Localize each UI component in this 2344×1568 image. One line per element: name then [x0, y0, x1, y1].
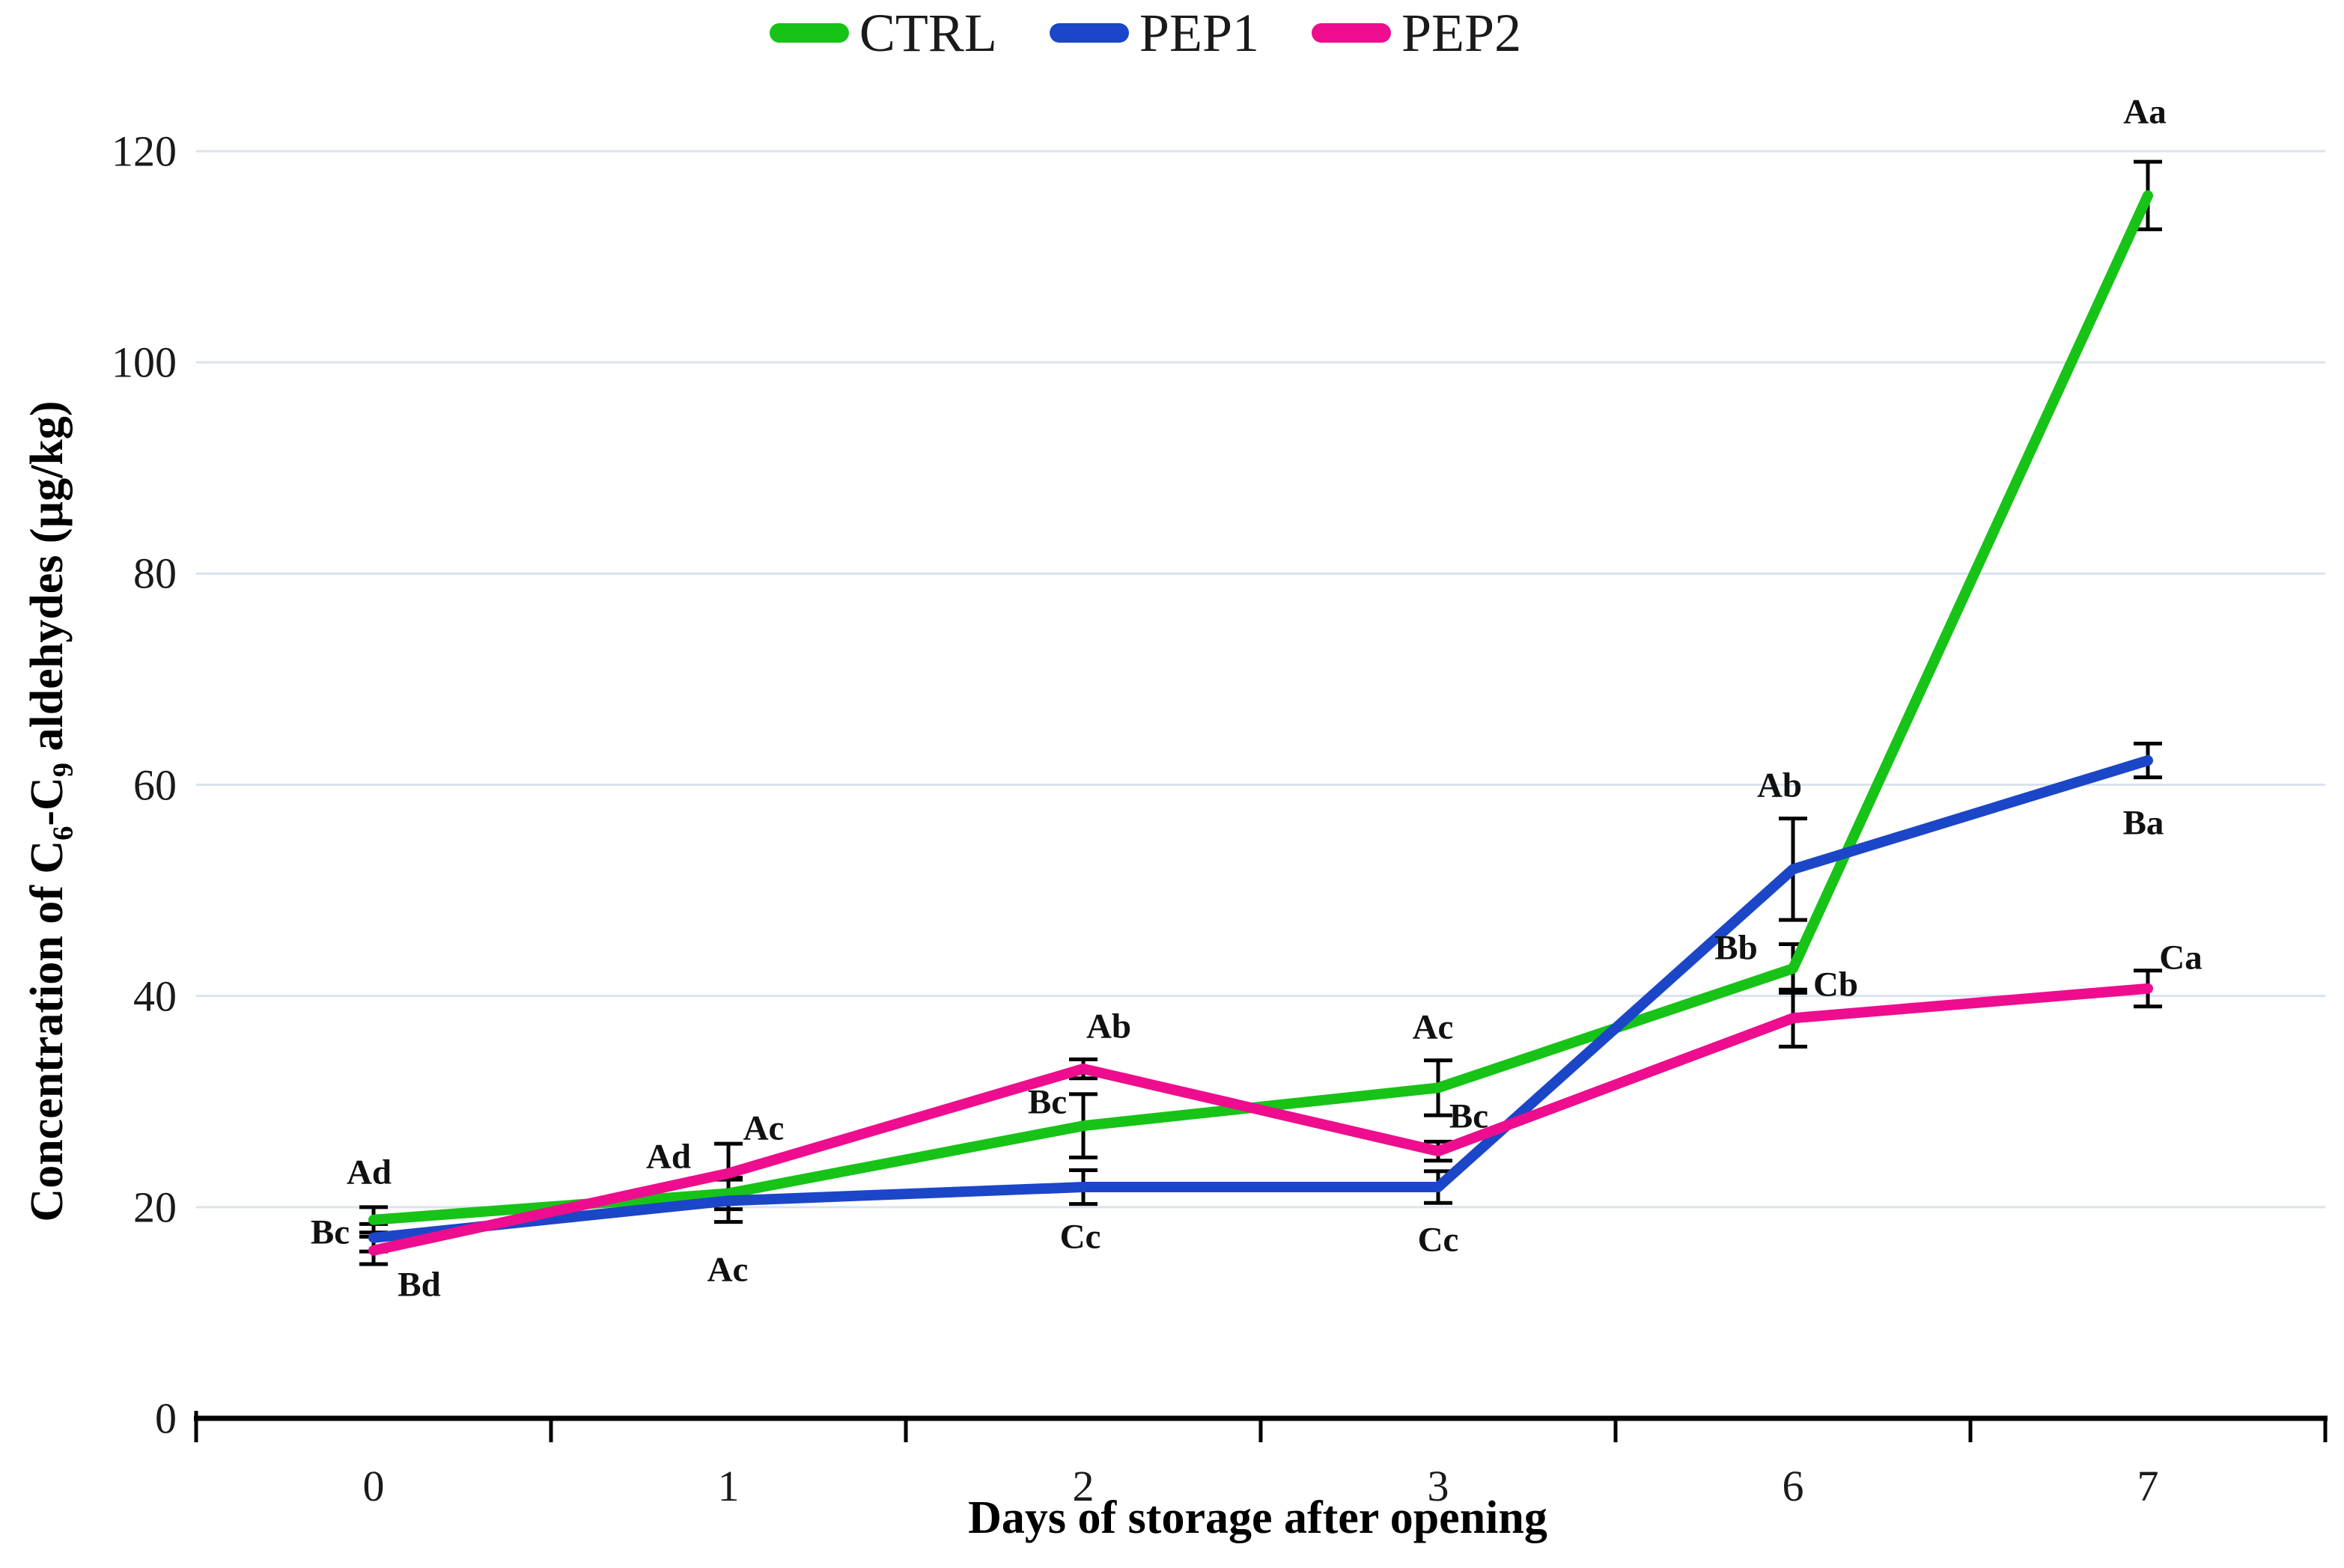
x-tick-label-3: 3	[1427, 1462, 1449, 1510]
sig-label-pep1-day6: Ab	[1756, 766, 1803, 805]
sig-label-ctrl-day6: Bb	[1714, 928, 1758, 968]
sig-label-pep1-day2: Cc	[1059, 1217, 1101, 1257]
y-axis-title-sub9: 9	[47, 763, 79, 778]
y-axis-title-mid: -C	[22, 777, 73, 826]
y-axis-title-post: aldehydes (µg/kg)	[22, 400, 73, 763]
sig-label-pep2-day2: Ab	[1086, 1007, 1132, 1046]
y-axis-title: Concentration of C6-C9 aldehydes (µg/kg)	[21, 302, 79, 1320]
legend-item-ctrl: CTRL	[769, 3, 997, 63]
y-tick-label-80: 80	[133, 549, 177, 598]
y-tick-label-40: 40	[133, 971, 177, 1021]
y-tick-label-0: 0	[155, 1394, 177, 1443]
x-tick-label-0: 0	[362, 1462, 385, 1510]
sig-label-ctrl-day0: Ad	[346, 1153, 392, 1192]
sig-label-pep1-day7: Ba	[2122, 803, 2164, 843]
y-axis-title-sub6: 6	[47, 826, 79, 841]
legend-item-pep2: PEP2	[1312, 6, 1521, 60]
legend-item-pep1: PEP1	[1049, 3, 1259, 63]
pep1-line-swatch-icon	[1049, 23, 1129, 43]
y-tick-label-120: 120	[112, 126, 177, 176]
ctrl-line-swatch-icon	[769, 23, 849, 43]
sig-label-pep2-day0: Bd	[398, 1265, 441, 1305]
sig-label-ctrl-day7: Aa	[2123, 92, 2167, 132]
series-line-pep1	[368, 755, 2153, 1243]
sig-label-pep2-day7: Ca	[2159, 938, 2203, 977]
x-axis-title: Days of storage after opening	[968, 1492, 1547, 1545]
x-axis-title-text: Days of storage after opening	[968, 1492, 1547, 1543]
y-tick-label-60: 60	[133, 760, 177, 809]
y-tick-label-20: 20	[133, 1183, 177, 1232]
x-tick-label-1: 1	[717, 1462, 740, 1510]
series-line-ctrl	[368, 190, 2153, 1225]
x-tick-label-2: 2	[1072, 1462, 1095, 1510]
sig-label-ctrl-day1: Ad	[645, 1137, 692, 1177]
y-tick-label-100: 100	[112, 338, 177, 387]
x-tick-label-6: 6	[1782, 1462, 1804, 1510]
pep2-line-swatch-icon	[1312, 23, 1391, 43]
sig-label-pep2-day6: Cb	[1812, 965, 1859, 1004]
sig-label-pep1-day0: Bc	[310, 1212, 350, 1252]
sig-label-pep1-day1: Ac	[707, 1250, 749, 1290]
series-line-pep2	[368, 983, 2153, 1256]
sig-label-pep2-day1: Ac	[743, 1108, 785, 1148]
legend-label-ctrl: CTRL	[859, 3, 997, 63]
y-axis-title-pre: Concentration of C	[22, 840, 73, 1222]
x-tick-label-7: 7	[2137, 1462, 2159, 1510]
legend-label-pep2: PEP2	[1401, 3, 1522, 63]
sig-label-pep2-day3: Bc	[1449, 1096, 1489, 1136]
sig-label-ctrl-day3: Ac	[1412, 1007, 1454, 1047]
sig-label-ctrl-day2: Bc	[1027, 1082, 1068, 1122]
legend-label-pep1: PEP1	[1139, 3, 1259, 63]
sig-label-pep1-day3: Cc	[1417, 1220, 1459, 1260]
chart-legend: CTRL PEP1 PEP2	[0, 6, 2291, 60]
